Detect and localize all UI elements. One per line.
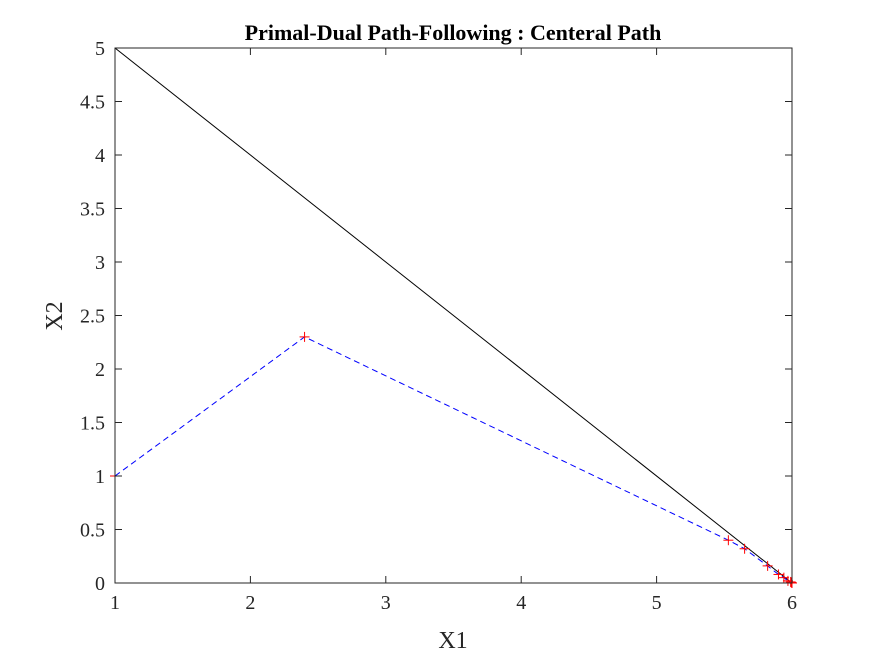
x-tick-label: 6 bbox=[787, 592, 797, 614]
x-axis-label: X1 bbox=[438, 628, 467, 654]
y-tick-label: 2.5 bbox=[80, 306, 105, 328]
y-tick-label: 1 bbox=[95, 466, 105, 488]
y-tick-label: 3 bbox=[95, 252, 105, 274]
y-tick-label: 0 bbox=[95, 573, 105, 595]
y-tick-label: 0.5 bbox=[80, 520, 105, 542]
y-tick-label: 4 bbox=[95, 145, 105, 167]
series-line-1 bbox=[114, 336, 793, 584]
axis-ticks: 1 2 3 4 5 6 0 0.5 1 1.5 2 2.5 3 3.5 4 4.5 5 bbox=[80, 38, 797, 614]
data-point-marker bbox=[739, 543, 750, 554]
series-line-0 bbox=[114, 47, 793, 584]
x-tick-label: 5 bbox=[652, 592, 662, 614]
axes-box bbox=[114, 47, 793, 584]
data-point-marker bbox=[723, 535, 734, 546]
y-axis-label: X2 bbox=[42, 301, 68, 330]
y-tick-label: 5 bbox=[95, 38, 105, 60]
data-point-marker bbox=[773, 569, 784, 580]
x-tick-label: 1 bbox=[110, 592, 120, 614]
plot-area bbox=[110, 47, 797, 588]
data-point-marker bbox=[762, 560, 773, 571]
data-point-marker bbox=[299, 331, 310, 342]
x-tick-label: 4 bbox=[516, 592, 526, 614]
y-tick-label: 3.5 bbox=[80, 199, 105, 221]
chart-title: Primal-Dual Path-Following : Centeral Pa… bbox=[245, 20, 662, 45]
data-point-marker bbox=[785, 576, 796, 587]
y-tick-label: 1.5 bbox=[80, 413, 105, 435]
y-tick-label: 4.5 bbox=[80, 92, 105, 114]
data-point-marker bbox=[786, 577, 797, 588]
x-tick-label: 2 bbox=[245, 592, 255, 614]
x-tick-label: 3 bbox=[381, 592, 391, 614]
y-tick-label: 2 bbox=[95, 359, 105, 381]
